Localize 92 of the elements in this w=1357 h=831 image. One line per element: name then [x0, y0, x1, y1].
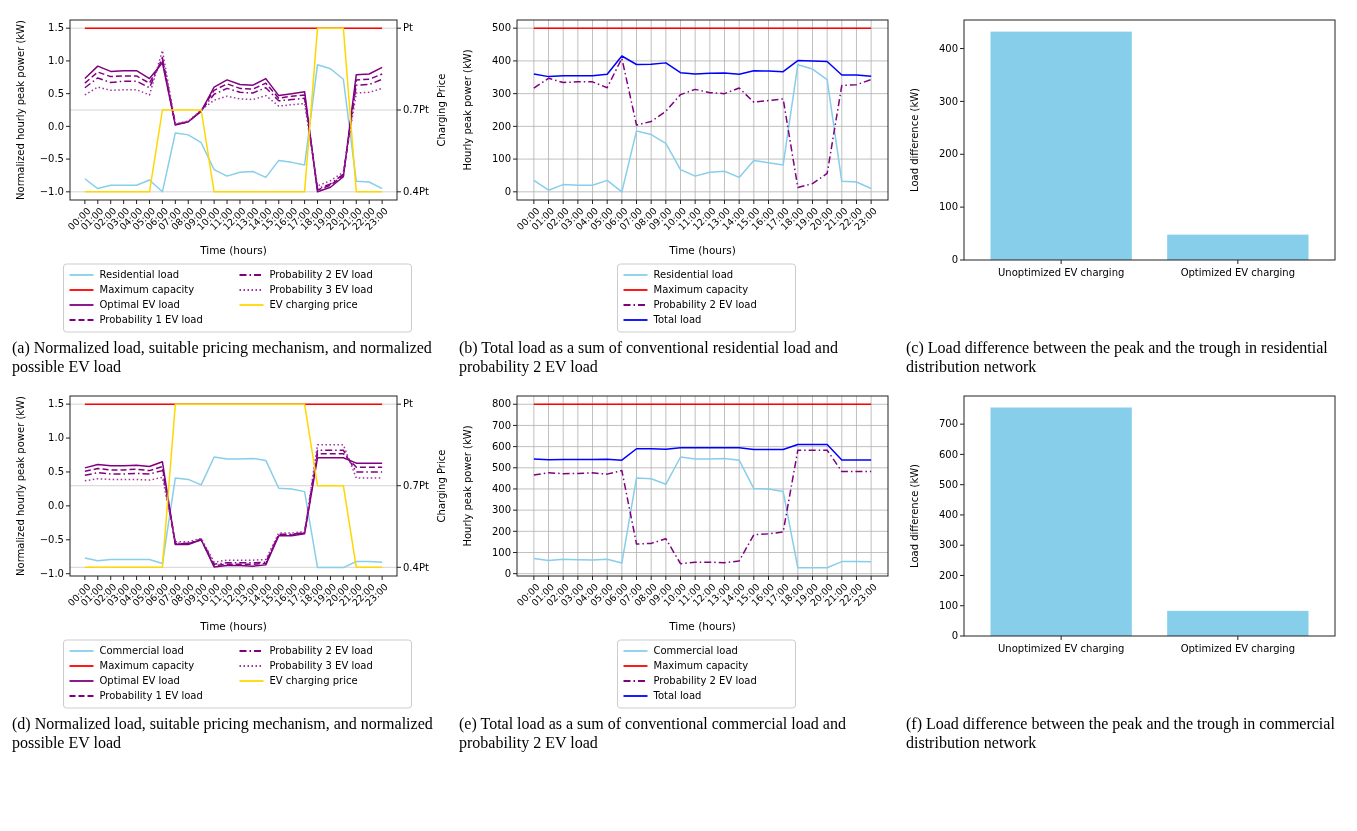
y2-tick-label: Pt: [403, 398, 414, 410]
legend-label: Probability 2 EV load: [269, 645, 373, 657]
x-tick-label: Unoptimized EV charging: [998, 643, 1125, 654]
y-tick-label: 0.0: [48, 500, 64, 512]
y-tick-label: −0.5: [39, 153, 64, 165]
legend-label: Probability 3 EV load: [269, 284, 373, 296]
legend-label: Maximum capacity: [99, 284, 195, 296]
text: (a) Normalized load, suitable pricing mechanism, and normalized possible EV load: [11, 338, 433, 376]
y-axis-title: Hourly peak power (kW): [462, 49, 473, 171]
y-tick-label: 1.0: [48, 55, 64, 67]
legend-label: Optimal EV load: [99, 675, 180, 687]
y2-tick-label: 0.7Pt: [403, 479, 429, 491]
text: (e) Total load as a sum of conventional commercial load and probability 2 EV load: [458, 714, 847, 752]
y-tick-label: 200: [491, 525, 511, 537]
y-axis-title: Normalized hourly peak power (kW): [15, 19, 26, 200]
legend-label: Probability 3 EV load: [269, 660, 373, 672]
legend-label: Maximum capacity: [99, 660, 195, 672]
legend-label: Commercial load: [99, 645, 184, 657]
x-axis-title: Time (hours): [668, 620, 736, 632]
y2-axis-title: Charging Price: [436, 73, 447, 147]
y-tick-label: 700: [491, 419, 511, 431]
y-tick-label: 400: [491, 55, 511, 67]
legend-label: Total load: [652, 314, 702, 326]
legend-label: EV charging price: [269, 675, 358, 687]
y-axis-title: Normalized hourly peak power (kW): [15, 395, 26, 576]
y-tick-label: 500: [491, 461, 511, 473]
legend-label: Probability 2 EV load: [653, 299, 757, 311]
y-tick-label: 300: [491, 504, 511, 516]
x-tick-label: Optimized EV charging: [1180, 643, 1296, 654]
y-tick-label: 200: [938, 148, 958, 160]
y-axis-title: Load difference (kW): [909, 87, 920, 193]
legend-label: Probability 2 EV load: [653, 675, 757, 687]
x-axis-title: Time (hours): [199, 244, 267, 256]
y-tick-label: 400: [491, 483, 511, 495]
legend-label: Probability 2 EV load: [269, 269, 373, 281]
y-tick-label: 0: [504, 567, 511, 579]
y-tick-label: 0: [951, 630, 958, 642]
y2-tick-label: 0.7Pt: [403, 104, 429, 116]
y2-axis-title: Charging Price: [436, 449, 447, 523]
y-tick-label: 0.5: [48, 87, 64, 99]
legend-label: Probability 1 EV load: [99, 314, 203, 326]
y-tick-label: 200: [491, 120, 511, 132]
y-tick-label: 500: [491, 22, 511, 34]
legend-label: Residential load: [99, 269, 180, 281]
y-tick-label: −0.5: [39, 533, 64, 545]
y-axis-title: Hourly peak power (kW): [462, 425, 473, 547]
y-tick-label: 600: [938, 448, 958, 460]
x-axis-title: Time (hours): [199, 620, 267, 632]
x-tick-label: Unoptimized EV charging: [998, 267, 1125, 278]
y-tick-label: 800: [491, 398, 511, 410]
y2-tick-label: 0.4Pt: [403, 561, 429, 573]
text: (f) Load difference between the peak and the trough in commercial distribution network: [905, 714, 1336, 752]
line-series: [533, 55, 872, 78]
y2-tick-label: 0.4Pt: [403, 186, 429, 198]
x-axis-title: Time (hours): [668, 244, 736, 256]
y-tick-label: 0.0: [48, 120, 64, 132]
legend-label: EV charging price: [269, 299, 358, 311]
x-tick-label: Optimized EV charging: [1180, 267, 1296, 278]
y-tick-label: 100: [938, 599, 958, 611]
y-tick-label: 400: [938, 509, 958, 521]
y2-tick-label: Pt: [403, 22, 414, 34]
y-tick-label: 300: [491, 87, 511, 99]
text: (b) Total load as a sum of conventional residential load and probability 2 EV load: [458, 338, 839, 376]
y-tick-label: 600: [491, 440, 511, 452]
y-tick-label: 1.5: [48, 22, 64, 34]
y-tick-label: 200: [938, 569, 958, 581]
y-tick-label: 300: [938, 539, 958, 551]
legend-label: Maximum capacity: [653, 284, 749, 296]
y-tick-label: 100: [491, 153, 511, 165]
y-tick-label: 300: [938, 95, 958, 107]
y-tick-label: 0: [951, 254, 958, 266]
text: (d) Normalized load, suitable pricing mechanism, and normalized possible EV load: [11, 714, 434, 752]
y-tick-label: 1.0: [48, 432, 64, 444]
line-series: [533, 443, 872, 461]
y-tick-label: 700: [938, 418, 958, 430]
legend-label: Maximum capacity: [653, 660, 749, 672]
text: (c) Load difference between the peak and the trough in residential distribution network: [905, 338, 1329, 376]
legend-label: Optimal EV load: [99, 299, 180, 311]
y-tick-label: 500: [938, 478, 958, 490]
y-tick-label: 400: [938, 42, 958, 54]
y-tick-label: 100: [938, 201, 958, 213]
legend-label: Probability 1 EV load: [99, 690, 203, 702]
legend-label: Total load: [652, 690, 702, 702]
legend-label: Commercial load: [653, 645, 738, 657]
y-tick-label: 0.5: [48, 466, 64, 478]
legend-label: Residential load: [653, 269, 734, 281]
y-axis-title: Load difference (kW): [909, 463, 920, 569]
y-tick-label: −1.0: [39, 567, 64, 579]
y-tick-label: 1.5: [48, 398, 64, 410]
y-tick-label: 0: [504, 186, 511, 198]
y-tick-label: −1.0: [39, 186, 64, 198]
y-tick-label: 100: [491, 546, 511, 558]
